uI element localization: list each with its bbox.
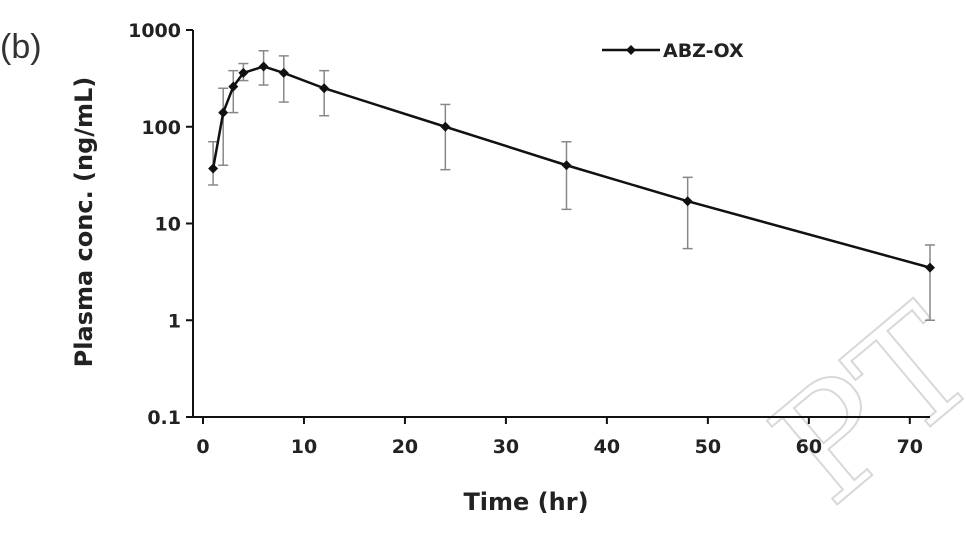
data-point xyxy=(208,163,219,174)
panel-label: (b) xyxy=(0,28,42,66)
x-tick-label: 10 xyxy=(291,436,317,458)
data-point xyxy=(561,160,572,171)
data-point xyxy=(228,81,239,92)
data-point xyxy=(440,121,451,132)
y-tick-label: 1 xyxy=(168,310,181,332)
x-tick-label: 50 xyxy=(695,436,721,458)
data-points xyxy=(208,61,935,273)
legend: ABZ-OX xyxy=(602,40,744,62)
legend-marker xyxy=(626,45,636,55)
series-lines xyxy=(211,65,931,269)
data-point xyxy=(238,67,249,78)
x-tick-label: 30 xyxy=(493,436,519,458)
x-tick-label: 20 xyxy=(392,436,418,458)
y-tick-label: 0.1 xyxy=(147,407,181,429)
series-line xyxy=(211,65,931,269)
y-axis-ticks: 0.1 1 10 100 1000 xyxy=(128,20,193,429)
error-bars xyxy=(208,50,935,321)
data-point xyxy=(258,61,269,72)
data-point xyxy=(218,107,229,118)
watermark: PT xyxy=(742,275,966,536)
y-tick-label: 10 xyxy=(155,214,181,236)
x-tick-label: 0 xyxy=(196,436,209,458)
x-axis-ticks: 0 10 20 30 40 50 60 70 xyxy=(196,417,923,458)
data-point xyxy=(278,67,289,78)
x-axis-title: Time (hr) xyxy=(463,488,588,516)
y-tick-label: 100 xyxy=(141,117,181,139)
y-tick-label: 1000 xyxy=(128,20,181,42)
legend-label: ABZ-OX xyxy=(663,40,744,62)
data-point xyxy=(682,196,693,207)
x-tick-label: 70 xyxy=(897,436,923,458)
y-axis-title: Plasma conc. (ng/mL) xyxy=(70,77,98,368)
data-point xyxy=(319,83,330,94)
x-tick-label: 40 xyxy=(594,436,620,458)
data-point xyxy=(925,262,935,273)
x-tick-label: 60 xyxy=(796,436,822,458)
